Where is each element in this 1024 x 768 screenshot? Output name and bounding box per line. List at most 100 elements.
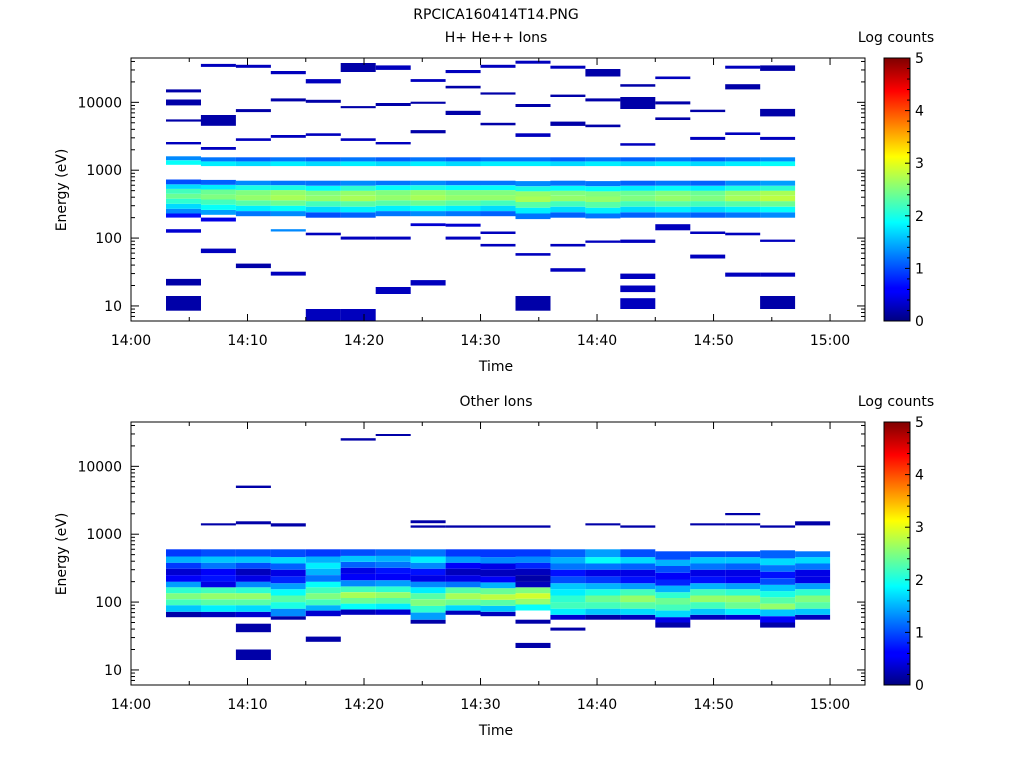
heatmap-cell <box>585 576 621 584</box>
heatmap-cell <box>340 438 376 441</box>
heatmap-cell <box>410 101 446 104</box>
heatmap-cell <box>480 605 516 612</box>
heatmap-cell <box>760 616 796 623</box>
x-tick-label: 14:40 <box>577 697 617 713</box>
heatmap-cell <box>200 179 236 185</box>
heatmap-cell <box>725 576 761 584</box>
heatmap-cell <box>760 185 796 191</box>
heatmap-cell <box>445 599 481 606</box>
heatmap-cell <box>410 587 446 594</box>
heatmap-cell <box>655 604 691 611</box>
heatmap-cell <box>795 614 831 620</box>
heatmap-cell <box>585 608 621 615</box>
heatmap-cell <box>690 254 726 259</box>
heatmap-cell <box>550 614 586 620</box>
heatmap-cell <box>375 200 411 206</box>
heatmap-cell <box>235 64 271 68</box>
heatmap-cell <box>515 202 551 208</box>
heatmap-cell <box>760 571 796 579</box>
y-tick-label: 10000 <box>77 459 122 475</box>
heatmap-cell <box>585 124 621 128</box>
heatmap-cell <box>270 608 306 617</box>
heatmap-cell <box>200 115 236 126</box>
heatmap-cell <box>200 204 236 210</box>
heatmap-cell <box>550 121 586 126</box>
heatmap-cell <box>410 619 446 624</box>
heatmap-cell <box>270 589 306 596</box>
heatmap-cell <box>655 592 691 598</box>
panel-1-x-axis-label: Time <box>478 359 513 375</box>
heatmap-cell <box>620 273 656 279</box>
heatmap-cell <box>375 65 411 70</box>
heatmap-cell <box>340 212 376 218</box>
heatmap-cell <box>480 599 516 606</box>
heatmap-cell <box>690 602 726 609</box>
heatmap-cell <box>305 79 341 84</box>
heatmap-cell <box>305 212 341 218</box>
heatmap-cell <box>690 109 726 113</box>
heatmap-cell <box>585 98 621 102</box>
x-tick-label: 14:20 <box>344 333 384 349</box>
heatmap-cell <box>305 593 341 600</box>
heatmap-cell <box>200 599 236 606</box>
heatmap-cell <box>166 156 201 161</box>
heatmap-cell <box>340 586 376 593</box>
x-tick-label: 14:30 <box>460 697 500 713</box>
heatmap-cell <box>515 593 551 599</box>
heatmap-cell <box>340 157 376 162</box>
heatmap-cell <box>340 549 376 556</box>
heatmap-cell <box>585 240 621 243</box>
heatmap-cell <box>270 583 306 590</box>
heatmap-cell <box>655 212 691 218</box>
heatmap-cell <box>410 605 446 613</box>
heatmap-cell <box>200 562 236 569</box>
heatmap-cell <box>410 575 446 582</box>
heatmap-cell <box>270 616 306 620</box>
heatmap-cell <box>795 563 831 570</box>
heatmap-cell <box>585 181 621 187</box>
heatmap-cell <box>410 520 446 524</box>
panel-1-x-ticks: 14:00 14:10 14:20 14:30 14:40 14:50 15:00 <box>111 58 850 349</box>
heatmap-cell <box>270 576 306 584</box>
heatmap-cell <box>270 98 306 102</box>
heatmap-cell <box>270 271 306 276</box>
heatmap-cell <box>166 203 201 209</box>
heatmap-cell <box>200 248 236 254</box>
heatmap-cell <box>375 190 411 196</box>
heatmap-cell <box>725 206 761 213</box>
heatmap-cell <box>200 593 236 600</box>
heatmap-cell <box>550 161 586 167</box>
heatmap-cell <box>235 205 271 212</box>
heatmap-cell <box>550 190 586 196</box>
heatmap-cell <box>725 201 761 207</box>
heatmap-cell <box>585 523 621 526</box>
heatmap-cell <box>200 217 236 222</box>
heatmap-cell <box>760 525 796 528</box>
heatmap-cell <box>445 195 481 201</box>
heatmap-cell <box>655 559 691 566</box>
heatmap-cell <box>655 622 691 628</box>
heatmap-cell <box>410 581 446 588</box>
heatmap-cell <box>270 200 306 206</box>
heatmap-cell <box>480 180 516 186</box>
heatmap-cell <box>620 84 656 87</box>
heatmap-cell <box>270 569 306 577</box>
heatmap-cell <box>305 232 341 236</box>
heatmap-cell <box>445 211 481 217</box>
heatmap-cell <box>340 161 376 167</box>
heatmap-cell <box>166 188 201 194</box>
heatmap-cell <box>200 581 236 588</box>
heatmap-cell <box>515 60 551 64</box>
heatmap-cell <box>725 185 761 191</box>
heatmap-cell <box>760 558 796 566</box>
heatmap-cell <box>375 586 411 593</box>
heatmap-cell <box>760 190 796 196</box>
figure-title: RPCICA160414T14.PNG <box>413 7 578 23</box>
heatmap-cell <box>655 224 691 231</box>
heatmap-cell <box>270 229 306 232</box>
heatmap-cell <box>305 157 341 162</box>
heatmap-cell <box>690 551 726 558</box>
heatmap-cell <box>340 555 376 562</box>
heatmap-cell <box>550 94 586 97</box>
heatmap-cell <box>270 135 306 138</box>
